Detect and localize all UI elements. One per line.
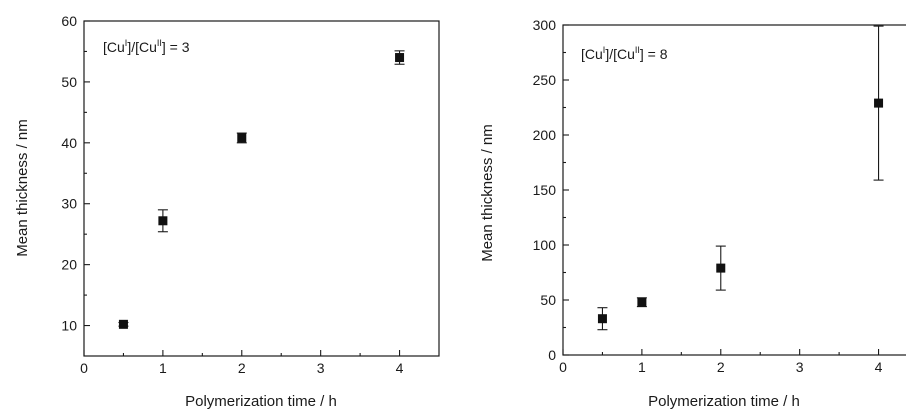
left-annotation-part-3: ] = 3 [162,39,190,55]
right-annotation-part-2: ]/[Cu [605,46,635,62]
left-annotation: [CuI]/[CuII] = 3 [103,38,190,55]
right-annotation-part-1: [Cu [581,46,603,62]
left-data-point [118,319,128,329]
right-x-tick-label: 2 [717,359,725,375]
left-annotation-part-2: ]/[Cu [127,39,157,55]
right-y-axis-label: Mean thickness / nm [479,124,496,262]
right-x-ticks: 0 1 2 3 4 [559,349,883,375]
right-annotation-sup-2: II [635,45,640,55]
right-x-tick-label: 4 [875,359,883,375]
left-x-tick-label: 1 [159,360,167,376]
left-y-tick-label: 30 [61,196,77,212]
left-chart-panel: 0 1 2 3 4 10 20 30 40 50 60 [CuI]/[CuII] = 3 Poly… [14,13,440,410]
right-y-tick-label: 150 [533,182,557,198]
left-annotation-part-1: [Cu [103,39,125,55]
right-y-tick-label: 0 [548,347,556,363]
right-y-ticks: 0 50 100 150 200 250 300 [533,17,569,363]
left-plot-frame [83,20,440,357]
right-y-tick-label: 300 [533,17,557,33]
right-x-tick-label: 1 [638,359,646,375]
left-y-tick-label: 20 [61,257,77,273]
right-x-tick-label: 3 [796,359,804,375]
left-annotation-sup-1: I [125,38,128,48]
right-x-axis-label: Polymerization time / h [648,393,800,410]
left-data-point [237,133,247,143]
left-y-ticks: 10 20 30 40 50 60 [61,13,90,334]
right-annotation-part-3: ] = 8 [640,46,668,62]
left-x-tick-label: 3 [317,360,325,376]
left-y-axis-label: Mean thickness / nm [14,119,31,257]
right-x-tick-label: 0 [559,359,567,375]
left-data-point [158,216,168,226]
right-plot-frame [562,24,906,356]
left-data-marks [118,50,405,329]
right-y-tick-label: 250 [533,72,557,88]
right-annotation: [CuI]/[CuII] = 8 [581,45,668,62]
right-data-point [874,98,884,108]
left-x-tick-label: 2 [238,360,246,376]
right-y-tick-label: 50 [540,292,556,308]
left-y-tick-label: 40 [61,135,77,151]
right-data-marks [597,25,884,331]
left-annotation-sup-2: II [157,38,162,48]
right-y-tick-label: 200 [533,127,557,143]
left-x-tick-label: 4 [396,360,404,376]
right-data-point [597,314,607,324]
right-annotation-sup-1: I [603,45,606,55]
right-data-point [637,297,647,307]
left-x-axis-label: Polymerization time / h [185,393,337,410]
left-x-tick-label: 0 [80,360,88,376]
right-y-tick-label: 100 [533,237,557,253]
left-y-tick-label: 50 [61,74,77,90]
right-chart-panel: 0 1 2 3 4 0 50 100 150 200 250 300 [CuI]/[CuII] = … [479,17,906,410]
left-y-tick-label: 10 [61,318,77,334]
left-x-ticks: 0 1 2 3 4 [80,350,404,376]
left-data-point [395,53,405,63]
left-y-tick-label: 60 [61,13,77,29]
right-data-point [716,263,726,273]
